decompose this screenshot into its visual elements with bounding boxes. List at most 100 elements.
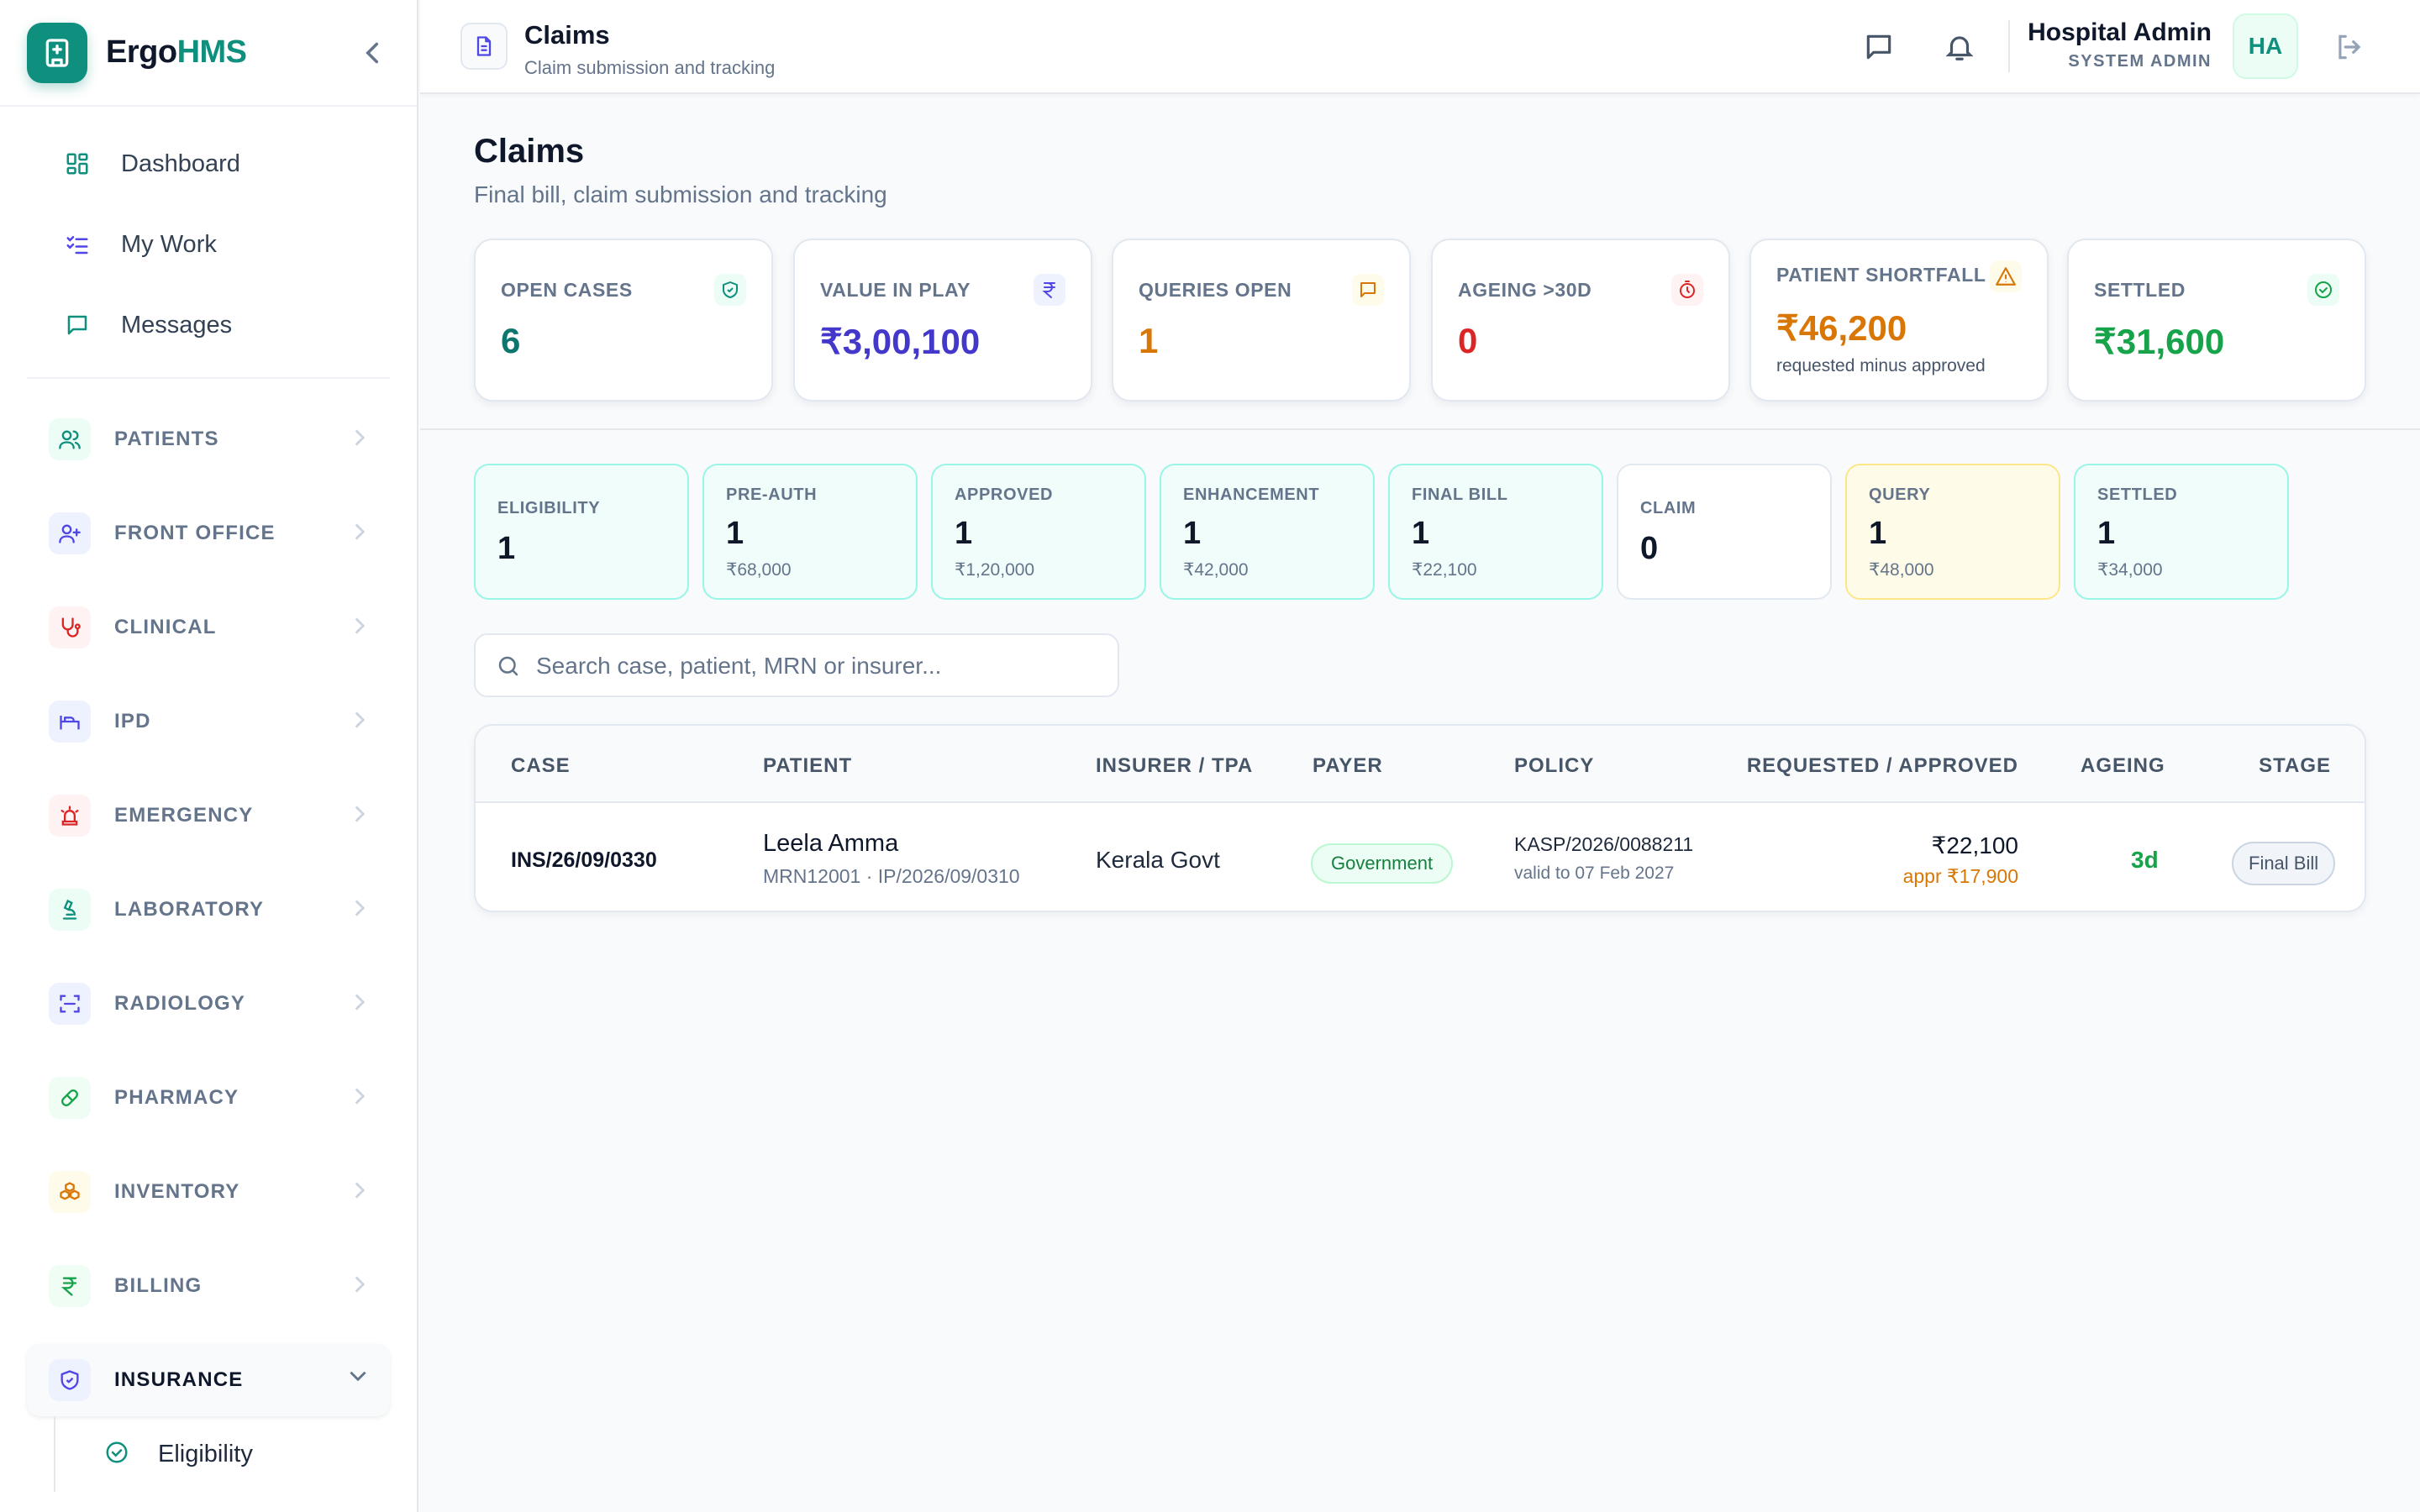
chevron-right-icon [355,429,366,450]
nav-group-label: INVENTORY [114,1180,240,1203]
siren-icon [49,795,91,837]
column-header-requested-approved[interactable]: REQUESTED / APPROVED [1746,754,2018,777]
kpi-label: QUERIES OPEN [1139,279,1292,301]
nav-item-label: Dashboard [121,150,240,177]
stage-label: QUERY [1869,486,1931,504]
nav-group-radiology[interactable]: RADIOLOGY [0,957,417,1051]
bed-icon [49,701,91,743]
nav-group-laboratory[interactable]: LABORATORY [0,863,417,957]
kpi-value: ₹3,00,100 [820,322,981,361]
stage-card-enhancement[interactable]: ENHANCEMENT 1 ₹42,000 [1160,464,1375,600]
stage-card-query[interactable]: QUERY 1 ₹48,000 [1845,464,2060,600]
collapse-sidebar-chevron-icon[interactable] [360,39,385,67]
chevron-right-icon [355,994,366,1015]
ageing-value: 3d [2131,847,2159,873]
chevron-right-icon [355,1088,366,1109]
kpi-label: SETTLED [2094,279,2186,301]
column-header-ageing[interactable]: AGEING [2081,754,2165,777]
chevron-down-icon [350,1370,366,1385]
kpi-note: requested minus approved [1776,356,1986,375]
kpi-value: ₹46,200 [1776,308,1907,348]
sidebar: ErgoHMS Dashboard My Work Messages [0,0,418,1512]
column-header-insurer[interactable]: INSURER / TPA [1096,754,1254,777]
search-input[interactable] [536,647,1091,685]
kpi-value: ₹31,600 [2094,322,2225,361]
stage-label: APPROVED [955,486,1054,504]
stage-card-settled[interactable]: SETTLED 1 ₹34,000 [2074,464,2289,600]
nav-group-label: LABORATORY [114,898,265,921]
avatar[interactable]: HA [2233,13,2298,79]
users-icon [49,418,91,460]
stage-badge: Final Bill [2232,842,2336,885]
stage-amount: ₹48,000 [1869,560,1934,580]
kpi-label: OPEN CASES [501,279,633,301]
chevron-right-icon [355,523,366,544]
rupee-icon [49,1265,91,1307]
message-icon [62,310,92,340]
nav-group-label: EMERGENCY [114,804,254,827]
stage-card-pre-auth[interactable]: PRE-AUTH 1 ₹68,000 [702,464,918,600]
insurer-name: Kerala Govt [1096,847,1220,873]
topbar-subtitle: Claim submission and tracking [524,57,776,78]
brand-name: ErgoHMS [106,34,247,70]
nav-group-label: RADIOLOGY [114,992,246,1015]
kpi-value: 6 [501,321,521,360]
column-header-stage[interactable]: STAGE [2259,754,2331,777]
nav-group-label: PHARMACY [114,1086,239,1109]
nav-group-inventory[interactable]: INVENTORY [0,1145,417,1239]
column-header-patient[interactable]: PATIENT [763,754,853,777]
column-header-case[interactable]: CASE [511,754,571,777]
nav-group-ipd[interactable]: IPD [0,675,417,769]
topbar: Claims Claim submission and tracking Hos… [420,0,2420,94]
stage-count: 1 [955,516,973,551]
stage-card-approved[interactable]: APPROVED 1 ₹1,20,000 [931,464,1146,600]
patient-name: Leela Amma [763,830,899,857]
stage-amount: ₹34,000 [2097,560,2163,580]
nav-group-label: IPD [114,710,151,732]
stage-amount: ₹1,20,000 [955,560,1035,580]
nav-group-clinical[interactable]: CLINICAL [0,580,417,675]
section-divider [420,428,2420,430]
nav-group-insurance[interactable]: INSURANCE [27,1344,390,1416]
nav-group-label: PATIENTS [114,428,219,450]
column-header-policy[interactable]: POLICY [1514,754,1595,777]
nav-subitem-eligibility[interactable]: Eligibility [0,1416,417,1492]
brand-logo-icon[interactable] [27,22,87,83]
nav-group-label: CLINICAL [114,616,217,638]
nav-group-emergency[interactable]: EMERGENCY [0,769,417,863]
stage-card-claim[interactable]: CLAIM 0 [1617,464,1832,600]
stage-count: 1 [726,516,744,551]
nav-item-messages[interactable]: Messages [0,285,417,365]
case-id[interactable]: INS/26/09/0330 [511,848,657,872]
nav-group-patients[interactable]: PATIENTS [0,392,417,486]
search-icon [496,654,521,683]
chat-icon[interactable] [1860,29,1897,66]
nav-item-dashboard[interactable]: Dashboard [0,123,417,204]
user-plus-icon [49,512,91,554]
chevron-right-icon [355,711,366,732]
user-role: SYSTEM ADMIN [2068,52,2212,71]
nav-group-front-office[interactable]: FRONT OFFICE [0,486,417,580]
requested-amount: ₹22,100 [1931,832,2018,858]
nav-group-label: BILLING [114,1274,203,1297]
stage-card-eligibility[interactable]: ELIGIBILITY 1 [474,464,689,600]
nav-item-my-work[interactable]: My Work [0,204,417,285]
kpi-value: 1 [1139,321,1159,360]
table-row[interactable]: INS/26/09/0330 Leela Amma MRN12001 · IP/… [476,805,2365,911]
kpi-card-ageing: AGEING >30D 0 [1431,239,1730,402]
claims-table: CASE PATIENT INSURER / TPA PAYER POLICY … [474,724,2366,912]
stage-label: ENHANCEMENT [1183,486,1320,504]
nav-group-billing[interactable]: BILLING [0,1239,417,1333]
column-header-payer[interactable]: PAYER [1313,754,1383,777]
stage-count: 1 [1412,516,1430,551]
search-box [474,633,1119,697]
stage-label: SETTLED [2097,486,2178,504]
nav-group-pharmacy[interactable]: PHARMACY [0,1051,417,1145]
kpi-label: AGEING >30D [1458,279,1592,301]
logout-icon[interactable] [2331,29,2368,66]
stage-card-final-bill[interactable]: FINAL BILL 1 ₹22,100 [1388,464,1603,600]
kpi-label: PATIENT SHORTFALL [1776,264,1986,286]
pill-icon [49,1077,91,1119]
bell-icon[interactable] [1941,29,1978,66]
check-circle-icon [104,1440,129,1469]
